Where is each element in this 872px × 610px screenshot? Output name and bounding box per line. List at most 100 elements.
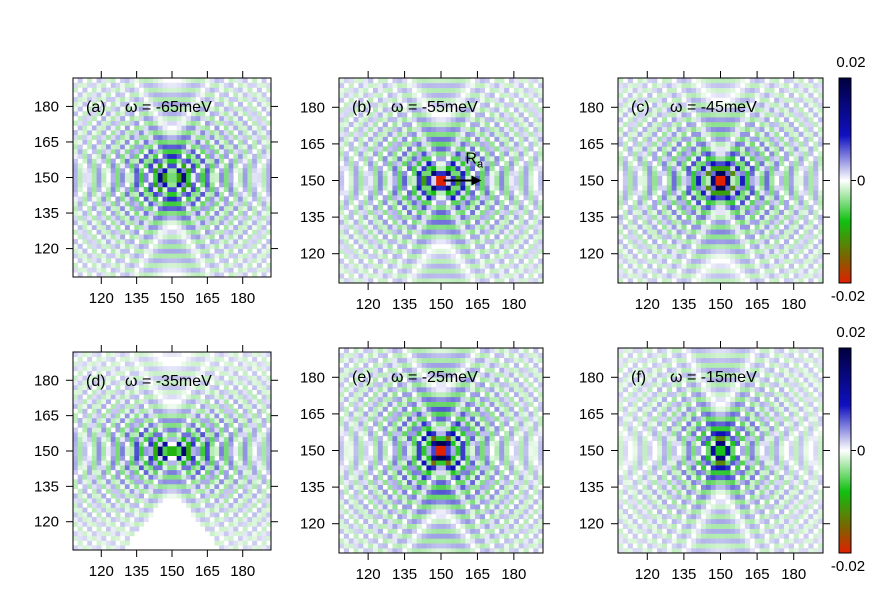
heatmap-cell [627, 180, 633, 186]
heatmap-cell [710, 92, 716, 98]
heatmap-cell [681, 78, 687, 84]
heatmap-cell [348, 92, 354, 98]
heatmap-cell [343, 136, 350, 142]
heatmap-cell [87, 361, 93, 367]
heatmap-cell [632, 112, 638, 118]
heatmap-cell [358, 258, 364, 264]
heatmap-cell [402, 170, 408, 176]
heatmap-cell [764, 253, 770, 259]
heatmap-cell [725, 78, 731, 84]
heatmap-cell [489, 273, 495, 279]
heatmap-cell [120, 87, 126, 93]
heatmap-cell [489, 209, 495, 215]
heatmap-cell [106, 115, 112, 121]
heatmap-cell [153, 106, 159, 112]
heatmap-cell [266, 106, 272, 112]
heatmap-cell [82, 82, 88, 88]
heatmap-cell [228, 163, 234, 169]
heatmap-cell [470, 248, 476, 255]
heatmap-cell [818, 107, 824, 113]
heatmap-cell [475, 268, 481, 274]
heatmap-cell [533, 117, 539, 123]
heatmap-cell [661, 214, 668, 220]
heatmap-cell [73, 149, 79, 155]
heatmap-cell [475, 131, 481, 137]
heatmap-cell [484, 160, 490, 167]
heatmap-cell [774, 78, 780, 84]
heatmap-cell [774, 253, 780, 259]
heatmap-cell [115, 253, 121, 259]
heatmap-cell [749, 273, 755, 279]
heatmap-cell [411, 263, 418, 269]
heatmap-cell [181, 239, 187, 245]
heatmap-cell [228, 125, 234, 131]
heatmap-cell [518, 78, 524, 84]
heatmap-cell [205, 210, 211, 216]
heatmap-cell [725, 165, 731, 172]
heatmap-cell [373, 136, 379, 142]
heatmap-cell [91, 262, 97, 268]
heatmap-cell [618, 156, 624, 162]
heatmap-cell [77, 96, 83, 102]
heatmap-cell [214, 224, 220, 230]
heatmap-cell [509, 156, 515, 162]
heatmap-cell [238, 253, 244, 259]
heatmap-cell [715, 102, 721, 108]
heatmap-cell [740, 92, 746, 98]
heatmap-cell [261, 101, 267, 107]
heatmap-cell [358, 239, 364, 245]
heatmap-cell [523, 190, 529, 196]
heatmap-cell [475, 190, 481, 196]
heatmap-cell [618, 78, 624, 84]
heatmap-cell [373, 253, 379, 259]
heatmap-cell [509, 102, 515, 108]
heatmap-cell [402, 258, 408, 264]
heatmap-cell [134, 243, 140, 249]
heatmap-cell [735, 175, 741, 181]
heatmap-cell [475, 234, 481, 240]
heatmap-cell [148, 224, 154, 230]
heatmap-cell [134, 201, 140, 207]
heatmap-cell [339, 136, 345, 142]
heatmap-cell [256, 101, 262, 107]
heatmap-cell [73, 220, 79, 226]
heatmap-cell [754, 117, 760, 123]
heatmap-cell [642, 195, 648, 201]
heatmap-cell [818, 156, 824, 162]
heatmap-cell [754, 229, 760, 235]
heatmap-cell [735, 278, 741, 284]
heatmap-cell [87, 455, 93, 461]
heatmap-cell [538, 151, 544, 157]
heatmap-cell [808, 185, 814, 191]
heatmap-cell [101, 239, 107, 245]
heatmap-cell [666, 170, 672, 176]
heatmap-cell [402, 185, 408, 191]
heatmap-cell [87, 130, 93, 136]
heatmap-cell [436, 107, 442, 113]
heatmap-cell [214, 87, 220, 93]
heatmap-cell [421, 273, 427, 279]
heatmap-cell [252, 196, 258, 202]
heatmap-cell [87, 224, 93, 230]
heatmap-cell [666, 204, 672, 211]
heatmap-cell [120, 120, 126, 126]
heatmap-cell [749, 234, 755, 240]
heatmap-cell [441, 209, 447, 215]
heatmap-cell [205, 272, 211, 278]
heatmap-cell [681, 146, 687, 152]
heatmap-cell [445, 214, 452, 220]
heatmap-cell [441, 224, 447, 230]
heatmap-cell [416, 243, 422, 250]
heatmap-cell [509, 258, 515, 264]
heatmap-cell [730, 200, 736, 206]
heatmap-cell [735, 273, 741, 279]
heatmap-cell [759, 107, 765, 113]
heatmap-cell [528, 190, 534, 196]
heatmap-cell [460, 219, 466, 225]
heatmap-cell [436, 214, 442, 220]
heatmap-cell [139, 96, 145, 102]
heatmap-cell [373, 121, 379, 128]
heatmap-cell [73, 507, 79, 513]
heatmap-cell [450, 136, 456, 142]
heatmap-cell [266, 139, 272, 145]
